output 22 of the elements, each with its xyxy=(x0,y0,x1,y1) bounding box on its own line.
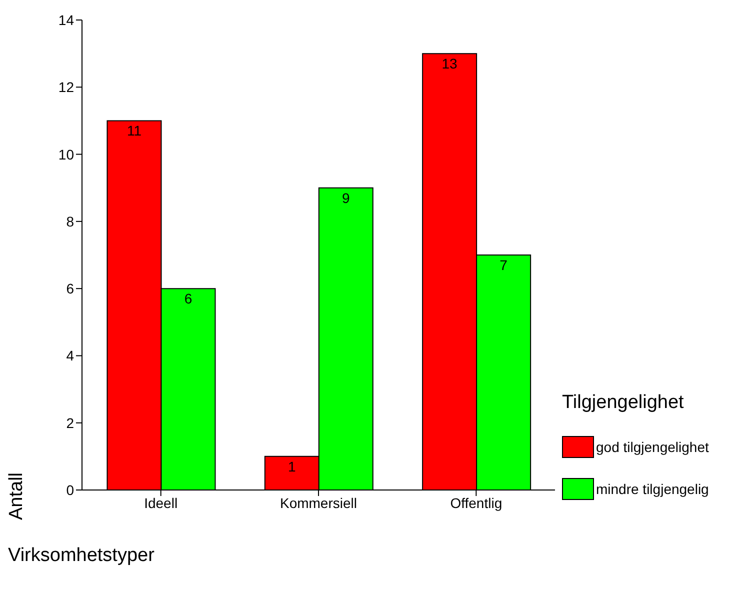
y-tick-label: 0 xyxy=(66,482,74,498)
legend-label: mindre tilgjengelig xyxy=(596,481,709,497)
data-label: 13 xyxy=(442,56,458,72)
y-tick-label: 14 xyxy=(58,12,74,28)
data-label: 1 xyxy=(288,458,296,474)
data-label: 9 xyxy=(342,190,350,206)
x-tick-label: Offentlig xyxy=(450,494,502,511)
x-axis-title: Virksomhetstyper xyxy=(8,545,154,567)
y-tick-label: 2 xyxy=(66,414,74,431)
y-tick-label: 4 xyxy=(66,348,74,364)
y-tick-label: 6 xyxy=(66,280,74,297)
data-label: 7 xyxy=(500,256,508,273)
legend-title: Tilgjengelighet xyxy=(562,392,685,414)
y-tick-label: 10 xyxy=(58,146,74,162)
y-axis-title: Antall xyxy=(6,472,28,520)
x-tick-label: Kommersiell xyxy=(280,494,358,511)
data-label: 11 xyxy=(126,122,142,139)
y-tick-label: 12 xyxy=(58,79,74,96)
x-tick-label: Ideell xyxy=(144,494,178,511)
y-tick-label: 8 xyxy=(66,213,74,230)
legend-label: god tilgjengelighet xyxy=(596,439,709,455)
data-label: 6 xyxy=(184,290,192,307)
